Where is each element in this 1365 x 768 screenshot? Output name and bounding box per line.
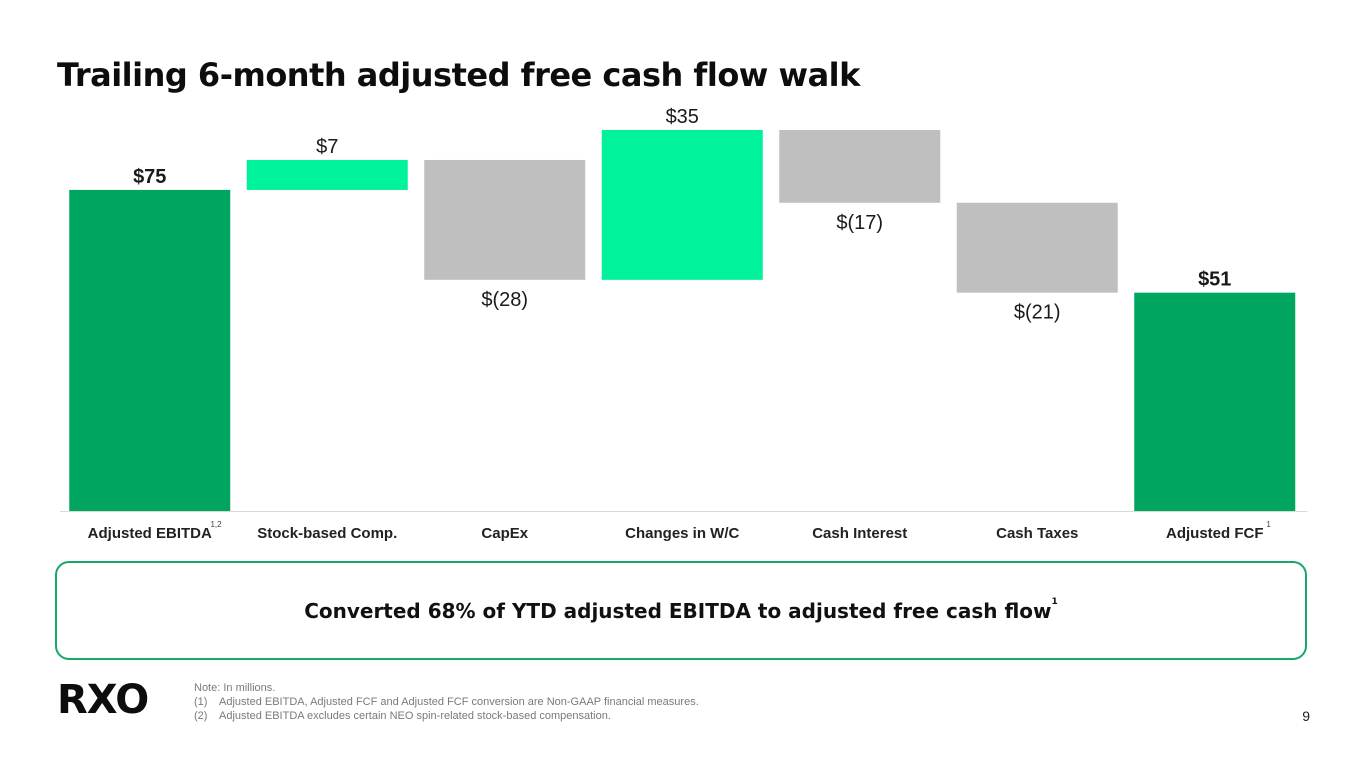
category-label: Adjusted EBITDA [88, 525, 212, 542]
callout-footnote: 1 [1051, 596, 1058, 607]
callout-message: Converted 68% of YTD adjusted EBITDA to … [304, 598, 1052, 623]
data-label: $(28) [481, 289, 528, 311]
bar-capex [424, 159, 586, 280]
data-label: $75 [133, 166, 166, 188]
callout-text: Converted 68% of YTD adjusted EBITDA to … [304, 596, 1058, 623]
bar-adjusted-ebitda [69, 189, 231, 511]
page-number: 9 [1302, 708, 1310, 724]
category-label: Cash Interest [812, 525, 907, 542]
bar-changes-in-w-c [601, 130, 763, 280]
data-label: $7 [316, 136, 338, 158]
note-text: Adjusted EBITDA, Adjusted FCF and Adjust… [219, 696, 699, 708]
category-label: Adjusted FCF [1166, 525, 1264, 542]
footnotes: Note: In millions. (1) Adjusted EBITDA, … [194, 681, 699, 723]
data-label: $(21) [1014, 302, 1061, 324]
bar-stock-based-comp [246, 159, 408, 190]
category-footnote: 1,2 [210, 520, 222, 529]
category-label: Changes in W/C [625, 525, 739, 542]
note-item: (1) Adjusted EBITDA, Adjusted FCF and Ad… [194, 695, 699, 709]
bar-cash-taxes [956, 202, 1118, 293]
bar-cash-interest [779, 130, 941, 203]
company-logo: RXO [57, 677, 149, 723]
page-title: Trailing 6-month adjusted free cash flow… [57, 56, 860, 94]
callout-box: Converted 68% of YTD adjusted EBITDA to … [55, 561, 1307, 660]
note-number: (2) [194, 710, 208, 722]
data-label: $(17) [836, 212, 883, 234]
note-item: (2) Adjusted EBITDA excludes certain NEO… [194, 709, 699, 723]
category-label: Cash Taxes [996, 525, 1078, 542]
category-label: CapEx [481, 525, 528, 542]
note-text: Adjusted EBITDA excludes certain NEO spi… [219, 710, 611, 722]
note-intro: Note: In millions. [194, 682, 276, 694]
category-footnote: 1 [1266, 520, 1271, 529]
data-label: $51 [1198, 269, 1231, 291]
bar-adjusted-fcf [1134, 292, 1296, 511]
category-label: Stock-based Comp. [257, 525, 397, 542]
data-label: $35 [666, 106, 699, 128]
note-number: (1) [194, 696, 208, 708]
